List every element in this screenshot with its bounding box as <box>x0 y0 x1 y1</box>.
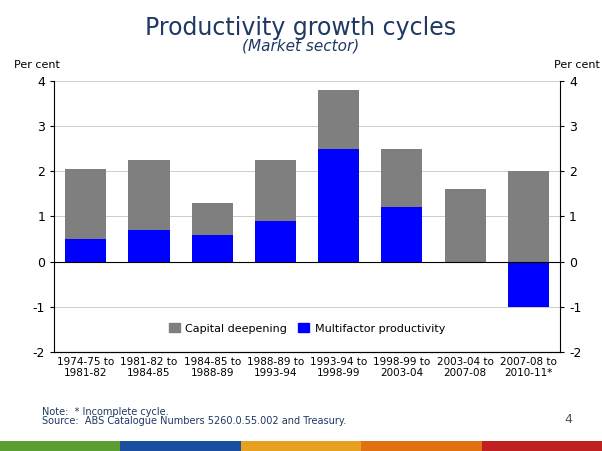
Bar <box>120 441 241 451</box>
Bar <box>507 171 549 262</box>
Text: Per cent: Per cent <box>14 60 60 70</box>
Text: Productivity growth cycles: Productivity growth cycles <box>146 16 456 40</box>
Bar <box>361 441 482 451</box>
Bar <box>444 189 486 262</box>
Bar <box>241 441 361 451</box>
Bar <box>0 441 120 451</box>
Bar <box>191 203 233 235</box>
Text: 4: 4 <box>564 413 572 426</box>
Bar <box>191 235 233 262</box>
Text: Note:  * Incomplete cycle.: Note: * Incomplete cycle. <box>42 407 169 417</box>
Bar <box>507 262 549 307</box>
Bar <box>381 207 423 262</box>
Text: (Market sector): (Market sector) <box>243 38 359 53</box>
Bar <box>318 90 359 149</box>
Bar <box>128 160 170 230</box>
Text: Per cent: Per cent <box>554 60 600 70</box>
Bar <box>255 160 296 221</box>
Bar <box>255 221 296 262</box>
Bar <box>318 149 359 262</box>
Bar <box>482 441 602 451</box>
Bar <box>65 169 107 239</box>
Bar <box>381 149 423 207</box>
Text: Source:  ABS Catalogue Numbers 5260.0.55.002 and Treasury.: Source: ABS Catalogue Numbers 5260.0.55.… <box>42 416 346 426</box>
Legend: Capital deepening, Multifactor productivity: Capital deepening, Multifactor productiv… <box>164 319 450 338</box>
Bar <box>65 239 107 262</box>
Bar <box>128 230 170 262</box>
